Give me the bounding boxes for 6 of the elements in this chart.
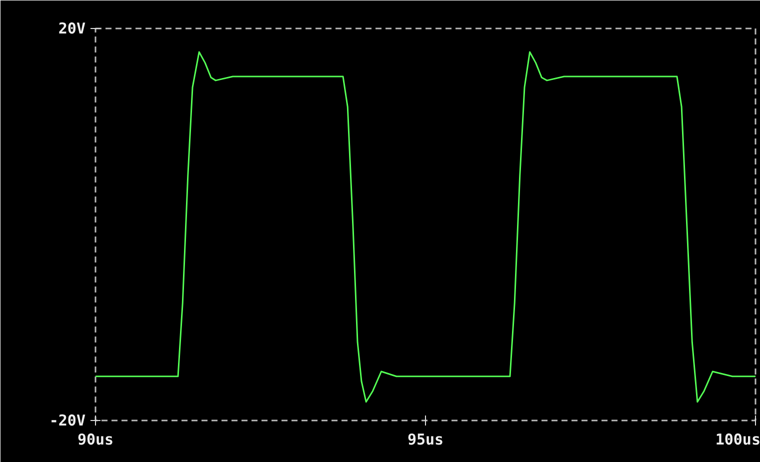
line-series bbox=[96, 51, 756, 403]
x-tick-label: 90us bbox=[77, 430, 114, 448]
y-tick-label: -20V bbox=[49, 412, 86, 430]
x-tick-label: 95us bbox=[407, 430, 444, 448]
x-tick-label: 100us bbox=[715, 430, 760, 448]
y-tick-label: 20V bbox=[58, 20, 86, 38]
